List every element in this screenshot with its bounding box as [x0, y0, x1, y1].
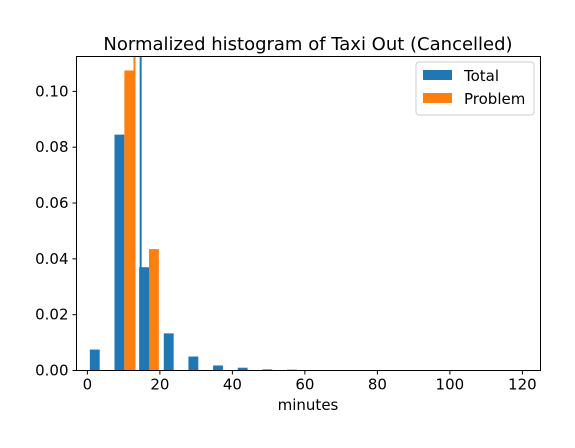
x-tick-label: 60 [295, 376, 314, 394]
bar-total-2 [139, 267, 149, 371]
y-tick-label: 0.08 [35, 138, 68, 156]
bar-total-3 [163, 333, 174, 371]
bar-problem-2 [149, 249, 159, 371]
legend-label-total: Total [463, 67, 499, 85]
bar-total-0 [89, 349, 100, 371]
x-axis-title: minutes [278, 396, 339, 414]
chart-title: Normalized histogram of Taxi Out (Cancel… [103, 34, 512, 55]
x-tick-label: 80 [368, 376, 387, 394]
bars-group [89, 70, 297, 371]
bar-total-6 [237, 367, 248, 371]
x-tick-label: 20 [150, 376, 169, 394]
y-tick-label: 0.00 [35, 362, 68, 380]
x-tick-label: 40 [223, 376, 242, 394]
x-tick-label: 120 [508, 376, 537, 394]
bar-problem-1 [124, 70, 135, 371]
bar-total-4 [188, 356, 199, 371]
x-axis: 0 20 40 60 80 100 120 [83, 370, 537, 394]
y-tick-label: 0.06 [35, 194, 68, 212]
legend: Total Problem [415, 61, 535, 116]
bar-total-7 [262, 369, 273, 371]
y-tick-label: 0.10 [35, 82, 68, 100]
bar-total-1 [114, 134, 125, 371]
y-axis: 0.00 0.02 0.04 0.06 0.08 0.10 [35, 82, 77, 380]
x-tick-label: 0 [83, 376, 93, 394]
plot-frame [76, 56, 541, 371]
legend-label-problem: Problem [464, 90, 525, 108]
y-tick-label: 0.02 [35, 306, 68, 324]
y-tick-label: 0.04 [35, 250, 68, 268]
legend-swatch-total [423, 70, 452, 80]
legend-swatch-problem [423, 93, 452, 103]
bar-total-5 [213, 365, 223, 371]
mean-lines-group [133, 56, 142, 371]
x-tick-label: 100 [436, 376, 465, 394]
